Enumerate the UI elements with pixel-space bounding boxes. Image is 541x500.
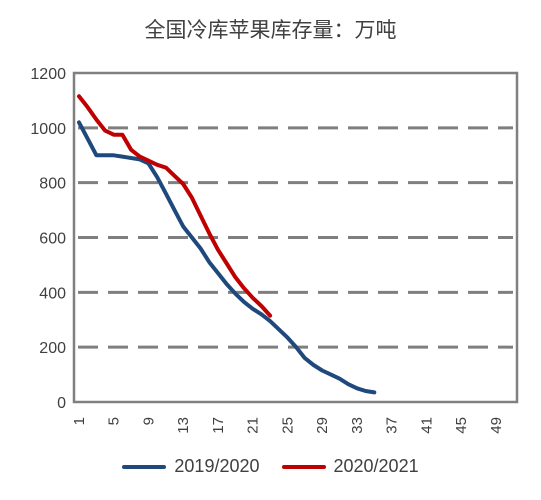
x-tick-label-17: 17 bbox=[210, 417, 227, 434]
y-tick-label-600: 600 bbox=[39, 231, 66, 248]
x-tick-label-25: 25 bbox=[279, 417, 296, 434]
legend-item-2020-2021: 2020/2021 bbox=[281, 456, 419, 477]
y-tick-label-0: 0 bbox=[57, 395, 66, 412]
legend-item-2019-2020: 2019/2020 bbox=[122, 456, 260, 477]
series-line-2019-2020 bbox=[77, 120, 377, 395]
y-tick-label-400: 400 bbox=[39, 285, 66, 302]
x-tick-label-21: 21 bbox=[245, 417, 262, 434]
x-tick-label-29: 29 bbox=[314, 417, 331, 434]
legend-swatch-2020-2021 bbox=[281, 464, 326, 469]
x-tick-label-45: 45 bbox=[453, 417, 470, 434]
x-tick-label-5: 5 bbox=[106, 417, 123, 425]
series-line-2020-2021 bbox=[77, 94, 273, 318]
legend-label-2020-2021: 2020/2021 bbox=[333, 456, 419, 476]
y-tick-label-1000: 1000 bbox=[30, 121, 66, 138]
legend-swatch-2019-2020 bbox=[122, 464, 167, 469]
y-tick-label-800: 800 bbox=[39, 176, 66, 193]
x-tick-label-41: 41 bbox=[418, 417, 435, 434]
plot-frame bbox=[72, 71, 519, 404]
legend-label-2019-2020: 2019/2020 bbox=[174, 456, 260, 476]
x-tick-label-33: 33 bbox=[349, 417, 366, 434]
x-tick-label-1: 1 bbox=[71, 417, 88, 425]
x-tick-label-13: 13 bbox=[175, 417, 192, 434]
y-tick-label-1200: 1200 bbox=[30, 66, 66, 83]
y-tick-label-200: 200 bbox=[39, 340, 66, 357]
chart-title: 全国冷库苹果库存量：万吨 bbox=[144, 18, 397, 42]
x-tick-label-9: 9 bbox=[140, 417, 157, 425]
x-tick-label-49: 49 bbox=[488, 417, 505, 434]
legend: 2019/2020 2020/2021 bbox=[0, 456, 541, 477]
x-tick-label-37: 37 bbox=[384, 417, 401, 434]
